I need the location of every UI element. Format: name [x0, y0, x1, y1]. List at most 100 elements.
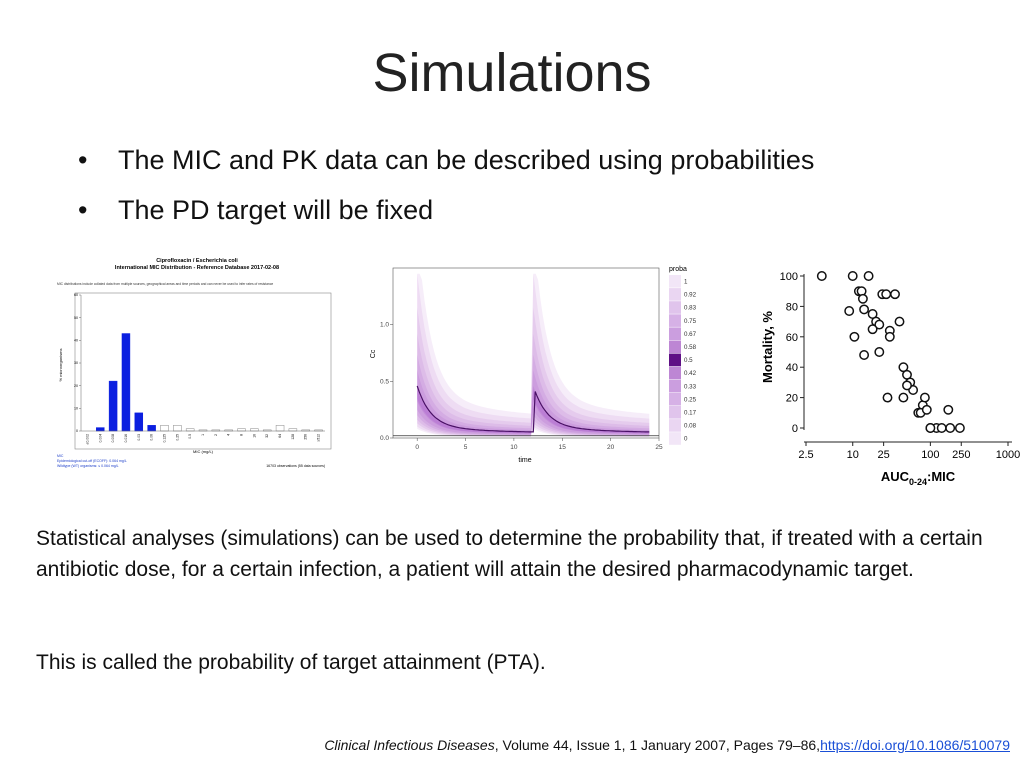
y-axis-label: % microorganisms: [58, 349, 63, 382]
y-tick-label: 80: [786, 301, 798, 313]
legend-swatch: [669, 327, 681, 340]
data-point: [881, 289, 892, 300]
y-tick-label: 60: [74, 293, 78, 297]
x-tick-label: 256: [304, 434, 308, 440]
x-label-prefix: AUC: [881, 469, 910, 484]
chart-subtitle: International MIC Distribution - Referen…: [115, 265, 279, 271]
legend-swatch: [669, 301, 681, 314]
pk-simulation-figure: 0 5 10 15 20 25 0.0 0.5 1.0 Cc time proba 1 0.92 0…: [365, 262, 705, 470]
x-tick-label: 32: [265, 434, 269, 438]
x-tick-label: 0.008: [111, 434, 115, 443]
bar: [185, 428, 195, 432]
legend-label: 0.33: [684, 383, 697, 390]
chart-note: MIC distributions include collated data …: [57, 282, 273, 286]
x-tick-label: ≥512: [317, 434, 321, 442]
legend-label: 0: [684, 436, 688, 443]
data-point: [859, 350, 870, 360]
x-tick-label: ≤0.002: [85, 434, 89, 444]
legend-swatch: [669, 275, 681, 288]
x-tick-label: 10: [847, 449, 859, 461]
data-point: [925, 423, 936, 433]
bar: [237, 428, 246, 432]
legend-swatch: [669, 366, 681, 380]
bar: [108, 380, 118, 432]
bullet-text: The PD target will be fixed: [118, 195, 434, 225]
data-point: [945, 423, 956, 433]
legend-label: 0.67: [684, 331, 697, 338]
y-tick-label: 100: [780, 271, 798, 283]
x-tick-label: 128: [291, 434, 295, 440]
legend-label: 0.08: [684, 423, 697, 430]
bar: [121, 333, 131, 432]
x-tick-label: 0: [415, 444, 419, 451]
x-tick-label: 0.004: [98, 434, 102, 443]
y-tick-label: 50: [74, 316, 78, 320]
data-point: [867, 324, 878, 335]
bullet-dot: •: [78, 145, 88, 175]
x-tick-label: 15: [559, 444, 567, 451]
legend-swatch: [669, 419, 681, 432]
legend-swatch: [669, 406, 681, 419]
x-tick-label: 10: [510, 444, 518, 451]
y-tick-label: 0.0: [380, 435, 389, 442]
x-tick-label: 4: [227, 434, 231, 436]
x-tick-label: 25: [655, 444, 663, 451]
slide-title: Simulations: [372, 43, 652, 103]
data-point: [954, 423, 965, 433]
data-point: [921, 404, 932, 415]
x-tick-label: 0.25: [175, 434, 179, 441]
data-point: [890, 289, 900, 300]
bullet-dot: •: [78, 195, 88, 225]
legend-label: 0.17: [684, 410, 697, 417]
legend-swatch: [669, 379, 681, 393]
y-axis-label: Mortality, %: [760, 311, 775, 383]
data-point: [898, 392, 909, 403]
x-tick-label: 0.5: [188, 434, 192, 439]
x-tick-label: 2.5: [798, 449, 813, 461]
pk-simulation-chart: 0 5 10 15 20 25 0.0 0.5 1.0 Cc time proba 1 0.92 0…: [365, 262, 705, 470]
citation-journal: Clinical Infectious Diseases: [324, 737, 495, 753]
data-point: [936, 423, 947, 433]
data-point: [919, 392, 930, 403]
chart-title: Ciprofloxacin / Escherichia coli: [156, 258, 238, 264]
citation: Clinical Infectious Diseases, Volume 44,…: [324, 737, 1010, 753]
citation-doi-link[interactable]: https://doi.org/10.1086/510079: [820, 737, 1010, 753]
x-tick-label: 2: [214, 434, 218, 436]
data-point: [857, 293, 868, 304]
data-point: [859, 304, 870, 315]
x-tick-label: 250: [952, 449, 970, 461]
mic-distribution-figure: Ciprofloxacin / Escherichia coli Interna…: [55, 255, 340, 475]
legend-swatch: [669, 392, 681, 406]
y-tick-label: 1.0: [380, 322, 389, 329]
data-point: [902, 380, 912, 391]
bar: [147, 425, 156, 432]
data-point: [898, 362, 909, 373]
x-tick-label: 0.125: [162, 434, 166, 443]
bullet-item: • The PD target will be fixed: [78, 192, 814, 242]
x-axis-label: time: [518, 457, 531, 464]
x-label-subscript: 0-24: [909, 477, 927, 487]
footer-wildtype: Wildtype (WT) organisms: ≤ 0.064 mg/L: [57, 464, 119, 468]
x-tick-label: 8: [240, 434, 244, 436]
bar: [288, 428, 298, 432]
bar: [275, 425, 285, 432]
bullet-item: • The MIC and PK data can be described u…: [78, 142, 814, 192]
probability-band: [417, 389, 650, 434]
probability-band: [417, 354, 650, 436]
mortality-scatter-chart: 0 20 40 60 80 100 2.5 10 25 100 250 1000 Mortality,…: [758, 262, 1020, 490]
y-axis-label: Cc: [370, 349, 377, 358]
probability-band: [417, 385, 650, 434]
bar: [250, 428, 259, 432]
bar: [134, 412, 144, 432]
legend-title: proba: [669, 266, 687, 273]
probability-band: [417, 370, 650, 435]
legend-label: 0.75: [684, 318, 697, 325]
data-point: [816, 271, 827, 281]
y-tick-label: 0.5: [380, 378, 389, 385]
x-tick-label: 1: [201, 434, 205, 436]
data-point: [894, 316, 905, 327]
x-label-suffix: :MIC: [927, 469, 956, 484]
legend: 1 0.92 0.83 0.75 0.67 0.58 0.5 0.42 0.33 0.25 0.17…: [669, 275, 697, 445]
data-point: [847, 271, 858, 281]
data-point: [863, 271, 874, 281]
